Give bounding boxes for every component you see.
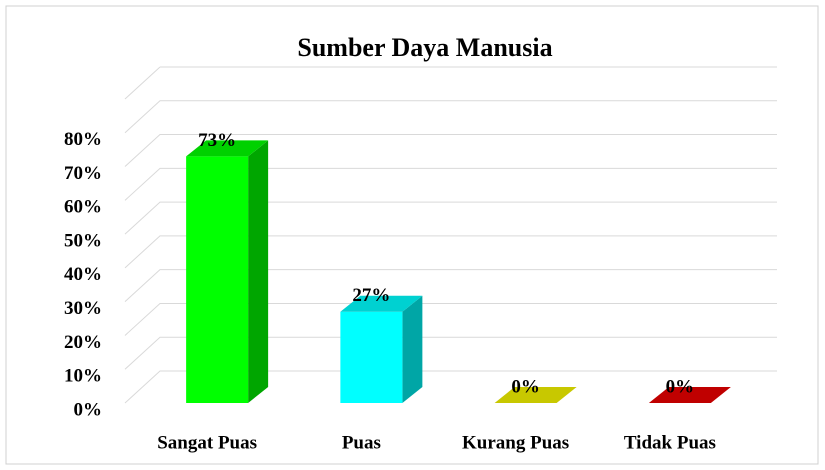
y-tick-label: 20% — [64, 332, 102, 353]
data-label: 0% — [666, 376, 695, 397]
grid-line — [124, 336, 777, 370]
y-tick-label: 80% — [64, 129, 102, 150]
bar-face — [494, 387, 577, 403]
y-tick-label: 60% — [64, 197, 102, 218]
data-label: 27% — [352, 285, 390, 306]
x-tick-label: Puas — [342, 432, 381, 453]
bar-face — [340, 295, 423, 312]
bar-face — [186, 140, 269, 157]
x-tick-label: Sangat Puas — [157, 432, 257, 453]
grid-line — [124, 201, 777, 235]
grid-line — [124, 134, 777, 167]
bar — [340, 295, 423, 403]
bar — [494, 387, 577, 403]
wall-edge — [124, 66, 161, 100]
y-tick-label: 50% — [64, 230, 102, 251]
grid-line — [124, 167, 777, 201]
grid-line — [124, 235, 777, 269]
grid-line — [124, 302, 777, 336]
bar-face — [186, 156, 249, 403]
bar-face — [402, 295, 423, 403]
y-tick-label: 0% — [74, 399, 103, 420]
y-tick-label: 40% — [64, 264, 102, 285]
grid-line — [124, 269, 777, 303]
grid-line — [124, 370, 777, 404]
bar — [648, 387, 731, 403]
y-tick-label: 30% — [64, 298, 102, 319]
x-tick-label: Kurang Puas — [462, 432, 569, 453]
grid-line — [124, 100, 777, 134]
bar-face — [248, 140, 269, 403]
y-tick-label: 70% — [64, 163, 102, 184]
x-tick-label: Tidak Puas — [624, 432, 716, 453]
chart-title: Sumber Daya Manusia — [297, 33, 552, 62]
y-tick-label: 10% — [64, 366, 102, 387]
data-label: 73% — [198, 130, 236, 151]
bar-face — [340, 311, 403, 403]
bar — [186, 140, 269, 403]
bar-face — [648, 387, 731, 403]
data-label: 0% — [511, 376, 540, 397]
